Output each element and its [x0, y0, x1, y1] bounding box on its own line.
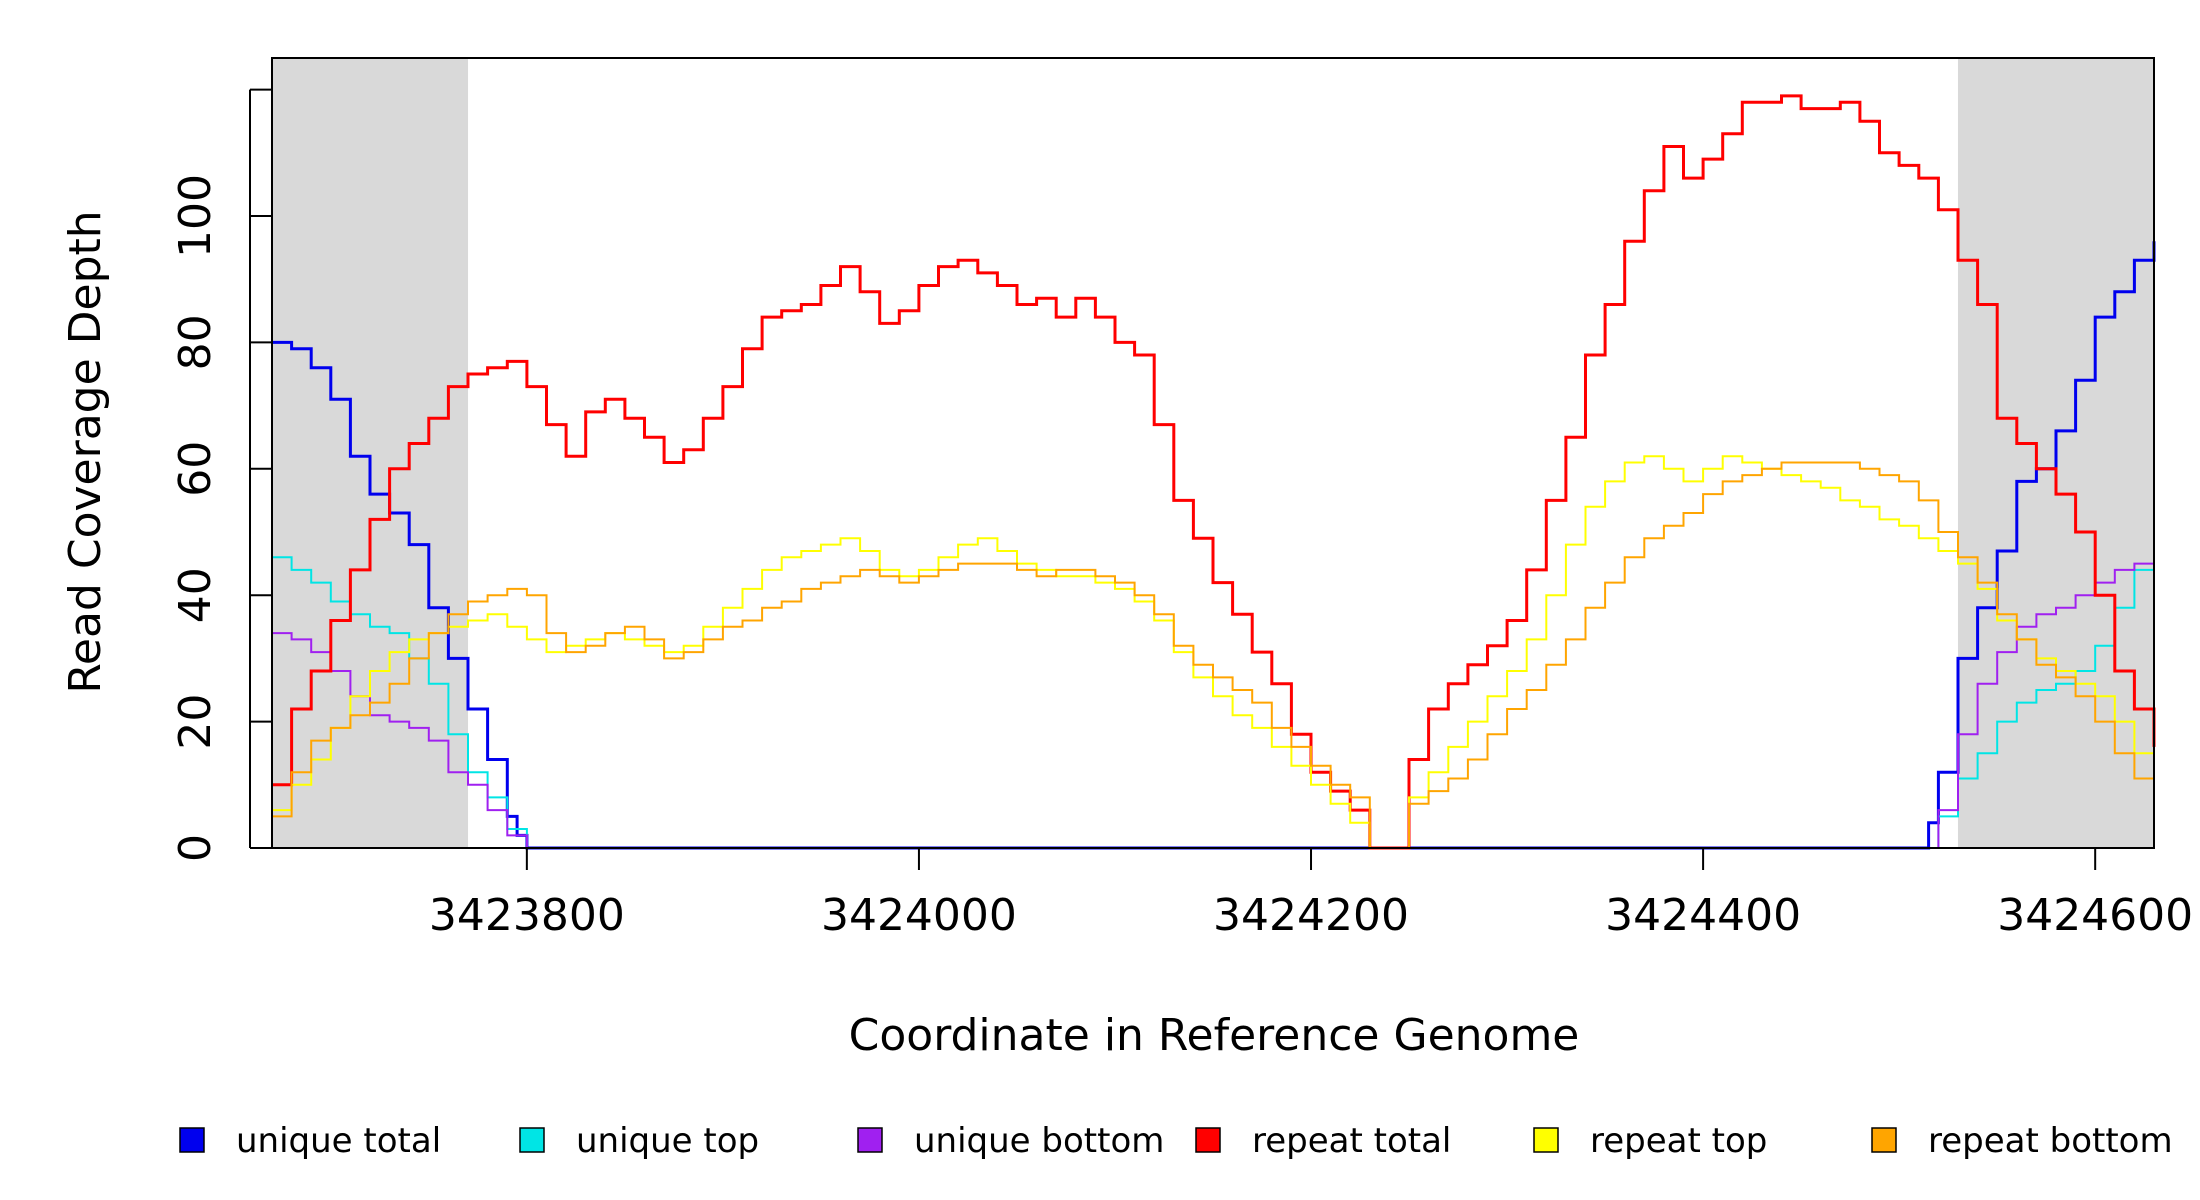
y-tick-label: 20 — [170, 694, 221, 750]
x-tick-label: 3424200 — [1213, 890, 1409, 941]
x-axis: 3423800 3424000 3424200 3424400 3424600 — [429, 847, 2193, 941]
series-lines — [272, 94, 2156, 850]
legend-swatch — [519, 1127, 545, 1153]
legend-item-unique-total: unique total — [179, 1121, 441, 1161]
legend-label: unique bottom — [914, 1121, 1164, 1161]
legend-swatch — [179, 1127, 205, 1153]
x-tick-label: 3424000 — [821, 890, 1017, 941]
y-tick-label: 0 — [170, 834, 221, 862]
y-tick-label: 40 — [170, 567, 221, 623]
legend-item-repeat-top: repeat top — [1533, 1121, 1767, 1161]
y-axis-title: Read Coverage Depth — [60, 210, 111, 693]
plot-frame — [271, 57, 2155, 849]
x-tick-label: 3423800 — [429, 890, 625, 941]
shaded-regions — [272, 58, 2154, 848]
legend-item-repeat-total: repeat total — [1195, 1121, 1451, 1161]
legend-swatch — [1533, 1127, 1559, 1153]
series-line-unique-bottom — [272, 557, 2155, 849]
legend-swatch — [1871, 1127, 1897, 1153]
series-line-repeat-total — [272, 94, 2156, 850]
legend-swatch — [1195, 1127, 1221, 1153]
legend-item-unique-bottom: unique bottom — [857, 1121, 1164, 1161]
y-tick-label: 100 — [170, 174, 221, 258]
legend-label: repeat total — [1252, 1121, 1451, 1161]
legend-label: repeat bottom — [1928, 1121, 2173, 1161]
legend-label: unique total — [236, 1121, 441, 1161]
legend-swatch — [857, 1127, 883, 1153]
series-line-repeat-bottom — [272, 461, 2155, 849]
shaded-region-0 — [272, 58, 469, 848]
x-axis-title: Coordinate in Reference Genome — [849, 1010, 1580, 1061]
y-tick-label: 60 — [170, 441, 221, 497]
legend-label: repeat top — [1590, 1121, 1767, 1161]
x-tick-label: 3424600 — [1997, 890, 2193, 941]
legend-item-repeat-bottom: repeat bottom — [1871, 1121, 2173, 1161]
legend: unique total unique top unique bottom repea… — [179, 1121, 2173, 1161]
legend-label: unique top — [576, 1121, 759, 1161]
y-tick-label: 80 — [170, 314, 221, 370]
y-axis: 0 20 40 60 80 100 — [170, 88, 272, 862]
series-line-repeat-top — [272, 455, 2155, 849]
x-tick-label: 3424400 — [1605, 890, 1801, 941]
legend-item-unique-top: unique top — [519, 1121, 759, 1161]
